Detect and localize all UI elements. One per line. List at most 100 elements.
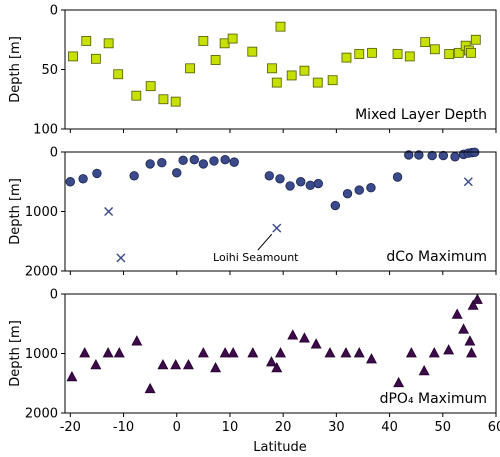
x-tick-label: 0 [173, 420, 181, 435]
y-tick-label: 1000 [25, 347, 58, 362]
y-axis-title: Depth [m] [8, 320, 23, 387]
data-point-square [227, 33, 238, 44]
data-point-circle [157, 158, 167, 168]
y-axis-title: Depth [m] [8, 36, 23, 103]
plot-frame [64, 293, 497, 414]
data-point-circle [264, 171, 275, 181]
x-tick-label: -10 [113, 420, 134, 435]
data-point-triangle [443, 344, 455, 355]
data-point-triangle [219, 347, 231, 358]
x-tick-label: 20 [275, 420, 292, 435]
data-point-square [131, 90, 142, 101]
data-point-square [275, 21, 286, 32]
data-point-circle [366, 182, 376, 193]
y-axis-title: Depth [m] [8, 178, 23, 245]
data-point-square [420, 37, 431, 48]
data-point-square [286, 70, 297, 81]
x-axis-title: Latitude [253, 440, 307, 455]
data-point-triangle [340, 347, 352, 358]
panel-label: dCo Maximum [386, 249, 487, 265]
data-point-triangle [227, 347, 239, 358]
x-tick-label: 50 [435, 420, 452, 435]
data-point-square [267, 63, 277, 74]
data-point-square [312, 77, 323, 88]
panel-label: dPO₄ Maximum [380, 391, 487, 407]
panel-label: Mixed Layer Depth [355, 107, 487, 123]
data-point-triangle [275, 347, 286, 358]
data-point-circle [78, 174, 88, 184]
data-point-circle [229, 157, 239, 167]
y-tick-label: 2000 [25, 265, 58, 280]
data-point-circle [313, 178, 323, 189]
data-point-x [463, 177, 473, 187]
data-point-square [145, 81, 156, 92]
data-point-square [392, 49, 403, 59]
annotation-arrow [257, 233, 273, 251]
data-point-circle [438, 150, 449, 161]
x-marker-stroke [104, 207, 114, 216]
x-tick-label: 60 [488, 420, 500, 435]
data-point-triangle [131, 335, 143, 346]
data-point-circle [414, 150, 424, 160]
y-tick-label: 0 [50, 288, 58, 303]
panel-dco-maximum: 0 1000 2000 Depth [m] Loihi Seamount dCo Maxi… [8, 146, 497, 280]
data-point-square [247, 46, 258, 57]
x-marker-stroke [463, 177, 473, 187]
data-point-square [429, 44, 440, 55]
data-point-triangle [428, 347, 440, 358]
data-point-x [116, 253, 126, 263]
data-point-circle [354, 185, 364, 195]
data-point-circle [178, 155, 188, 166]
data-point-triangle [90, 359, 102, 370]
y-tick-label: 100 [33, 123, 58, 138]
data-point-triangle [182, 359, 194, 370]
data-point-triangle [113, 347, 125, 358]
data-point-triangle [366, 353, 377, 364]
data-point-circle [172, 168, 182, 178]
panel-dpo4-maximum: 0 1000 2000-20 -10 0 10 20 30 40 50 60 Depth [m] dPO… [8, 288, 500, 436]
x-tick-label: 40 [381, 420, 398, 435]
data-point-circle [189, 155, 200, 165]
data-point-circle [220, 155, 230, 165]
data-point-square [470, 34, 481, 45]
data-point-square [158, 94, 169, 105]
data-point-square [90, 53, 101, 64]
plot-frame [64, 151, 497, 272]
annotation-label: Loihi Seamount [213, 251, 299, 264]
data-point-square [404, 51, 415, 62]
panel-mixed-layer-depth: 0 50 100 Depth [m] Mixed Layer Depth [8, 4, 497, 138]
data-point-triangle [197, 347, 209, 358]
data-point-circle [129, 171, 139, 181]
data-point-triangle [170, 359, 182, 370]
data-point-square [170, 96, 181, 107]
x-marker-stroke [272, 223, 282, 233]
data-point-square [185, 63, 195, 74]
data-point-square [271, 77, 282, 88]
data-point-square [466, 47, 476, 58]
data-point-x [272, 223, 282, 233]
data-point-triangle [405, 347, 417, 358]
data-point-triangle [157, 359, 169, 370]
data-point-square [299, 65, 310, 76]
data-point-triangle [451, 308, 463, 319]
plot-frame [64, 9, 497, 130]
data-point-square [68, 51, 78, 62]
data-point-circle [450, 152, 460, 162]
data-point-triangle [418, 365, 430, 376]
data-point-square [81, 36, 92, 46]
y-tick-label: 0 [50, 4, 58, 19]
data-point-circle [427, 150, 437, 161]
data-point-triangle [393, 376, 405, 388]
data-point-square [327, 75, 338, 86]
data-point-triangle [471, 293, 483, 304]
data-point-triangle [102, 347, 114, 358]
y-tick-label: 50 [41, 63, 58, 78]
data-point-circle [296, 177, 306, 187]
data-point-circle [275, 174, 285, 184]
data-point-x [104, 207, 114, 216]
data-point-circle [92, 168, 102, 179]
y-tick-label: 2000 [25, 407, 58, 422]
data-point-circle [305, 180, 315, 191]
x-tick-label: -20 [60, 420, 81, 435]
